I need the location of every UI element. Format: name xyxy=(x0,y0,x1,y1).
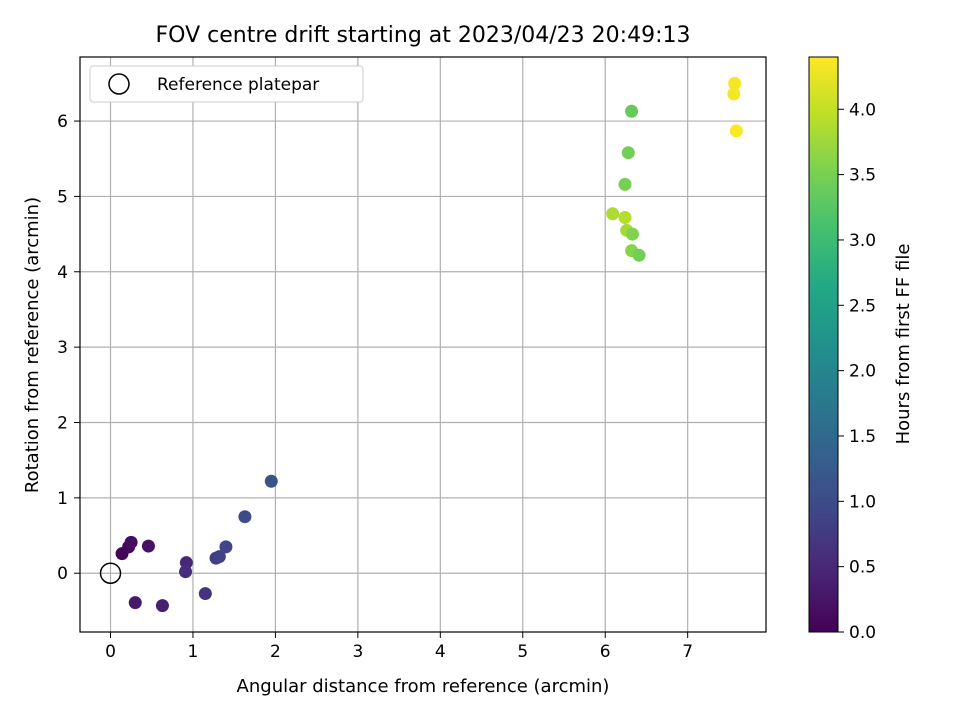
x-tick-label: 7 xyxy=(682,642,693,662)
data-point xyxy=(141,539,155,553)
y-axis-label: Rotation from reference (arcmin) xyxy=(22,197,43,493)
colorbar xyxy=(808,56,839,633)
x-tick-label: 3 xyxy=(352,642,363,662)
y-tick-label: 4 xyxy=(57,263,68,283)
data-point xyxy=(729,124,743,138)
data-point xyxy=(625,227,639,241)
y-tick-label: 3 xyxy=(57,338,68,358)
colorbar-ticks: 0.0 0.5 1.0 1.5 2.0 2.5 3.0 3.5 4.0 xyxy=(838,100,876,643)
colorbar-tick-label: 3.0 xyxy=(849,231,876,251)
plot-area-frame xyxy=(79,56,767,633)
x-axis-label: Angular distance from reference (arcmin) xyxy=(237,676,610,697)
data-point xyxy=(212,550,226,564)
data-point xyxy=(124,535,138,549)
x-tick-label: 6 xyxy=(600,642,611,662)
data-point xyxy=(618,177,632,191)
y-axis-ticks: 0 1 2 3 4 5 6 xyxy=(57,112,80,584)
y-tick-label: 1 xyxy=(57,489,68,509)
colorbar-tick-label: 1.5 xyxy=(849,427,876,447)
data-point xyxy=(632,248,646,262)
y-tick-label: 5 xyxy=(57,187,68,207)
data-point xyxy=(625,104,639,118)
data-point xyxy=(219,540,233,554)
colorbar-label: Hours from first FF file xyxy=(893,244,914,445)
x-tick-label: 4 xyxy=(435,642,446,662)
data-points xyxy=(99,76,743,613)
y-tick-label: 6 xyxy=(57,112,68,132)
data-point xyxy=(606,207,620,221)
reference-platepar-marker xyxy=(99,562,122,584)
data-point xyxy=(179,565,193,579)
data-point xyxy=(155,599,169,613)
data-point xyxy=(618,211,632,225)
y-tick-label: 2 xyxy=(57,413,68,433)
data-point xyxy=(727,87,741,101)
grid-lines xyxy=(80,57,766,632)
legend: Reference platepar xyxy=(89,65,364,103)
x-tick-label: 2 xyxy=(270,642,281,662)
legend-box xyxy=(89,65,364,103)
colorbar-tick-label: 1.0 xyxy=(849,492,876,512)
colorbar-tick-label: 2.0 xyxy=(849,362,876,382)
colorbar-tick-label: 4.0 xyxy=(849,100,876,120)
y-tick-label: 0 xyxy=(57,564,68,584)
x-tick-label: 0 xyxy=(105,642,116,662)
data-point xyxy=(728,76,742,90)
x-axis-ticks: 0 1 2 3 4 5 6 7 xyxy=(105,632,693,662)
legend-label-reference-platepar: Reference platepar xyxy=(157,75,319,95)
legend-marker-reference-platepar xyxy=(108,73,130,95)
colorbar-tick-label: 0.5 xyxy=(849,558,876,578)
colorbar-tick-label: 3.5 xyxy=(849,166,876,186)
data-point xyxy=(128,596,142,610)
colorbar-tick-label: 2.5 xyxy=(849,296,876,316)
data-point xyxy=(238,510,252,524)
data-point xyxy=(198,587,212,601)
x-tick-label: 5 xyxy=(517,642,528,662)
data-point xyxy=(621,146,635,160)
chart-title: FOV centre drift starting at 2023/04/23 … xyxy=(156,23,691,48)
colorbar-tick-label: 0.0 xyxy=(849,623,876,643)
x-tick-label: 1 xyxy=(188,642,199,662)
data-point xyxy=(264,474,278,488)
